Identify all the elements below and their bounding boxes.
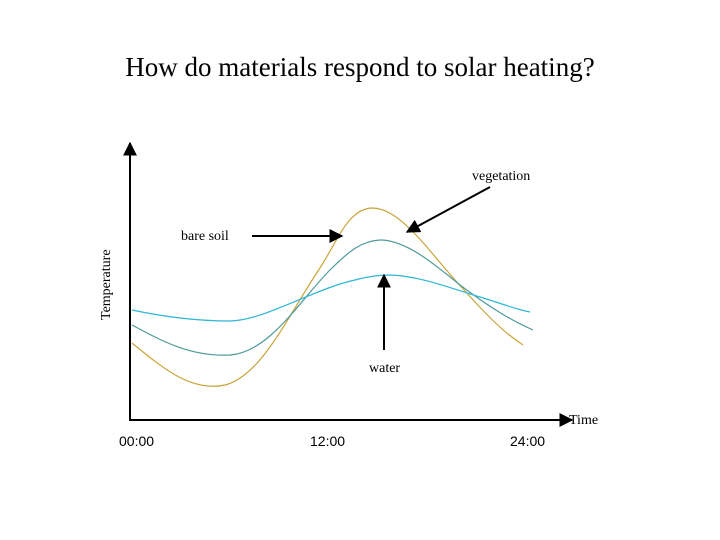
label-water: water xyxy=(369,361,400,376)
label-vegetation: vegetation xyxy=(472,169,530,184)
y-axis-label: Temperature xyxy=(99,249,114,320)
curve-vegetation xyxy=(131,239,534,356)
tick-label-0000: 00:00 xyxy=(119,433,154,449)
vegetation-pointer-arrow xyxy=(405,186,491,233)
tick-label-2400: 24:00 xyxy=(510,433,545,449)
curve-water xyxy=(131,274,531,322)
diagram-title: How do materials respond to solar heatin… xyxy=(125,52,595,82)
x-axis-label: Time xyxy=(569,413,598,428)
tick-label-1200: 12:00 xyxy=(310,433,345,449)
label-bare-soil: bare soil xyxy=(181,229,229,244)
